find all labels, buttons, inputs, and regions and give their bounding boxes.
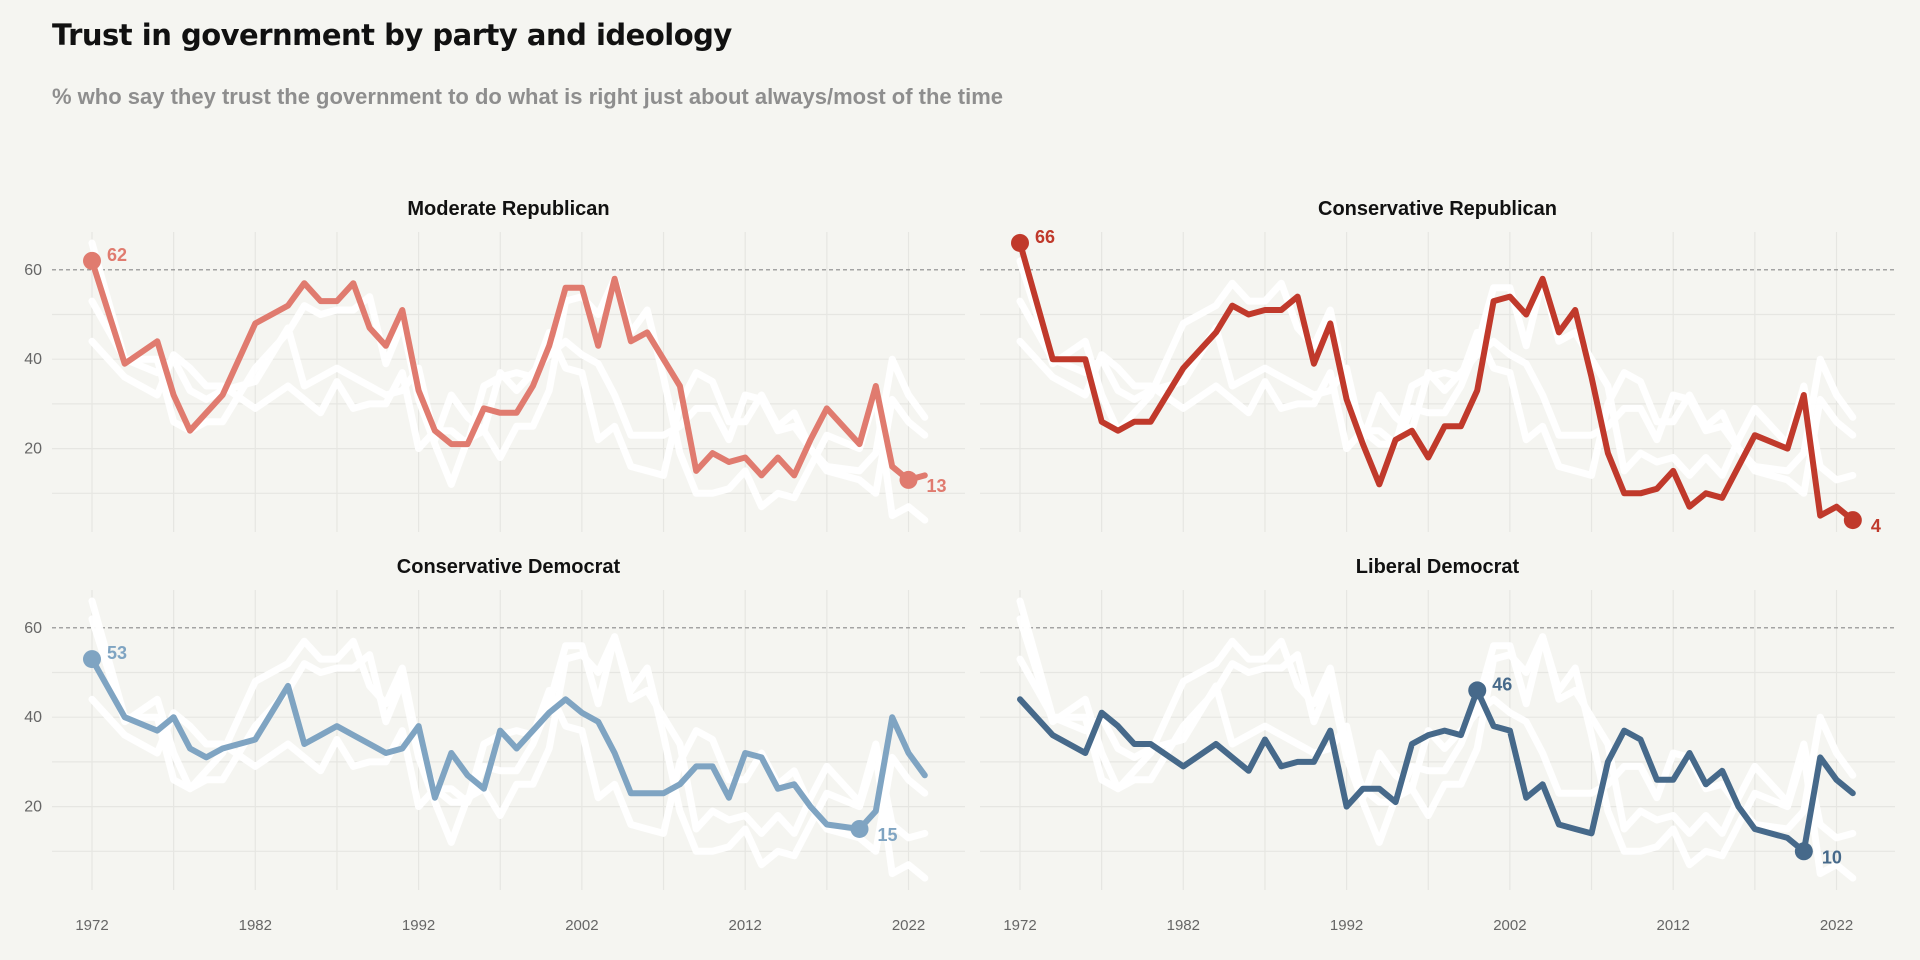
end-value-label: 4: [1871, 516, 1881, 536]
background-series-line: [1016, 257, 1857, 484]
panel-title: Moderate Republican: [407, 198, 609, 220]
panel-conservative-democrat: 20 40 60 1972 1982 1992 2002 2012 2022 Conservati…: [24, 556, 965, 934]
series-line-conservative-democrat: [89, 656, 928, 832]
x-tick-label: 1972: [1003, 917, 1036, 934]
x-tick-label: 2022: [1820, 917, 1853, 934]
background-series-line: [1016, 615, 1857, 842]
x-tick-label: 2012: [1657, 917, 1690, 934]
start-value-label: 62: [107, 245, 127, 265]
panel-liberal-democrat: 1972 1982 1992 2002 2012 2022 Liberal Democrat…: [980, 556, 1895, 934]
background-series-line: [88, 686, 929, 855]
x-tick-label: 1992: [1330, 917, 1363, 934]
start-point: [83, 251, 101, 270]
y-tick-label: 60: [24, 262, 42, 279]
end-point: [899, 470, 918, 489]
peak-value-label: 46: [1492, 674, 1512, 694]
start-value-label: 53: [107, 643, 127, 663]
x-tick-label: 1992: [402, 917, 435, 934]
y-tick-label: 40: [24, 709, 42, 726]
end-value-label: 10: [1822, 847, 1842, 867]
start-value-label: 66: [1035, 227, 1055, 247]
chart-subtitle: % who say they trust the government to d…: [52, 84, 1004, 109]
panel-title: Liberal Democrat: [1356, 556, 1520, 578]
end-point: [1843, 511, 1862, 530]
series-line-conservative-republican: [1017, 240, 1856, 524]
y-tick-label: 20: [24, 799, 42, 816]
series-line-liberal-democrat: [1017, 687, 1856, 855]
x-tick-label: 2022: [892, 917, 925, 934]
x-tick-label: 2012: [729, 917, 762, 934]
peak-point: [1468, 681, 1487, 700]
end-point: [850, 819, 869, 838]
y-tick-label: 20: [24, 441, 42, 458]
end-value-label: 13: [927, 476, 947, 496]
x-tick-label: 2002: [565, 917, 598, 934]
chart-title: Trust in government by party and ideolog…: [52, 18, 732, 52]
end-point: [1794, 842, 1813, 861]
background-series-line: [1016, 328, 1857, 497]
panel-moderate-republican: 20 40 60 Moderate Republican 62 13: [24, 198, 965, 532]
y-tick-label: 40: [24, 351, 42, 368]
background-series-line: [88, 328, 929, 497]
panel-title: Conservative Republican: [1318, 198, 1557, 220]
background-series-line: [88, 615, 929, 842]
y-tick-label: 60: [24, 620, 42, 637]
x-tick-label: 1982: [1167, 917, 1200, 934]
series-line-moderate-republican: [89, 257, 928, 483]
panel-conservative-republican: Conservative Republican 66 4: [980, 198, 1895, 536]
end-value-label: 15: [878, 825, 898, 845]
start-point: [83, 650, 101, 669]
panel-title: Conservative Democrat: [397, 556, 621, 578]
x-tick-label: 1982: [239, 917, 272, 934]
x-tick-label: 2002: [1493, 917, 1526, 934]
start-point: [1011, 233, 1029, 252]
x-tick-label: 1972: [75, 917, 108, 934]
